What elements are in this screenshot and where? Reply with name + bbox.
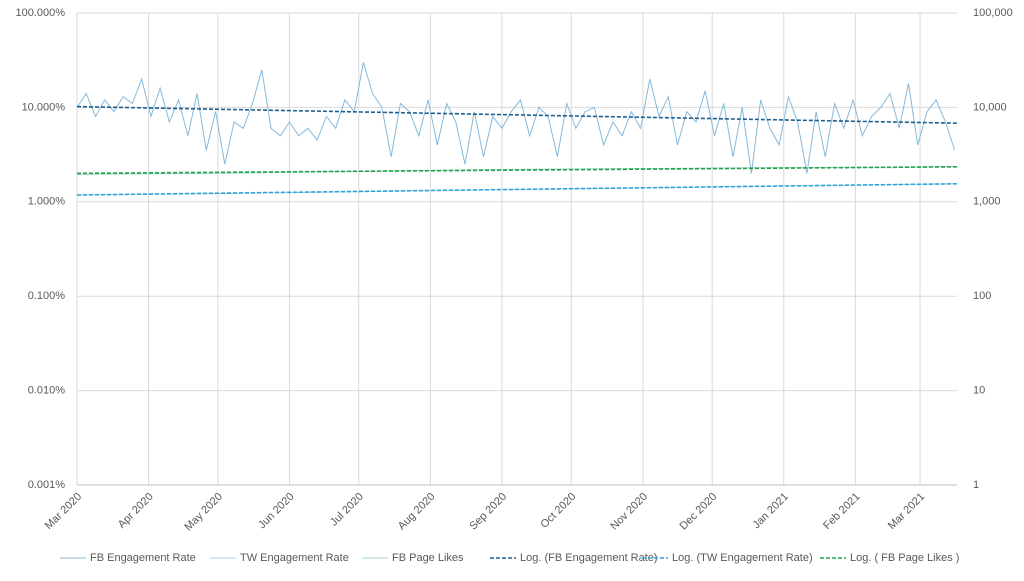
y2-tick-label: 100,000	[973, 7, 1013, 19]
legend-label: TW Engagement Rate	[240, 552, 349, 564]
legend-label: FB Page Likes	[392, 552, 464, 564]
y2-tick-label: 10	[973, 385, 985, 397]
x-tick-label: Dec 2020	[678, 491, 720, 533]
y-tick-label: 1.000%	[28, 196, 66, 208]
y2-tick-label: 1	[973, 479, 979, 491]
trend-line	[76, 166, 958, 175]
y-tick-label: 100.000%	[15, 7, 65, 19]
y-tick-label: 0.100%	[28, 290, 66, 302]
x-tick-label: May 2020	[182, 491, 225, 534]
y-tick-label: 10.000%	[22, 101, 66, 113]
x-tick-label: Apr 2020	[116, 491, 156, 531]
trend-line	[76, 183, 958, 196]
x-tick-label: Sep 2020	[467, 491, 509, 533]
y2-tick-label: 100	[973, 290, 991, 302]
x-tick-label: Feb 2021	[821, 491, 862, 532]
x-tick-label: Oct 2020	[538, 491, 578, 531]
x-tick-label: Jul 2020	[328, 491, 366, 529]
y2-tick-label: 10,000	[973, 101, 1007, 113]
y-tick-label: 0.010%	[28, 385, 66, 397]
legend-label: FB Engagement Rate	[90, 552, 196, 564]
x-tick-label: Mar 2020	[43, 491, 84, 532]
series-line	[76, 62, 956, 174]
trend-line	[76, 105, 958, 124]
x-tick-label: Jun 2020	[256, 491, 296, 531]
y-tick-label: 0.001%	[28, 479, 66, 491]
legend-label: Log. ( FB Page Likes )	[850, 552, 959, 564]
y2-tick-label: 1,000	[973, 196, 1001, 208]
x-tick-label: Mar 2021	[886, 491, 927, 532]
legend-label: Log. (TW Engagement Rate)	[672, 552, 813, 564]
legend-label: Log. (FB Engagement Rate)	[520, 552, 658, 564]
x-tick-label: Jan 2021	[750, 491, 790, 531]
x-tick-label: Aug 2020	[396, 491, 438, 533]
x-tick-label: Nov 2020	[608, 491, 650, 533]
